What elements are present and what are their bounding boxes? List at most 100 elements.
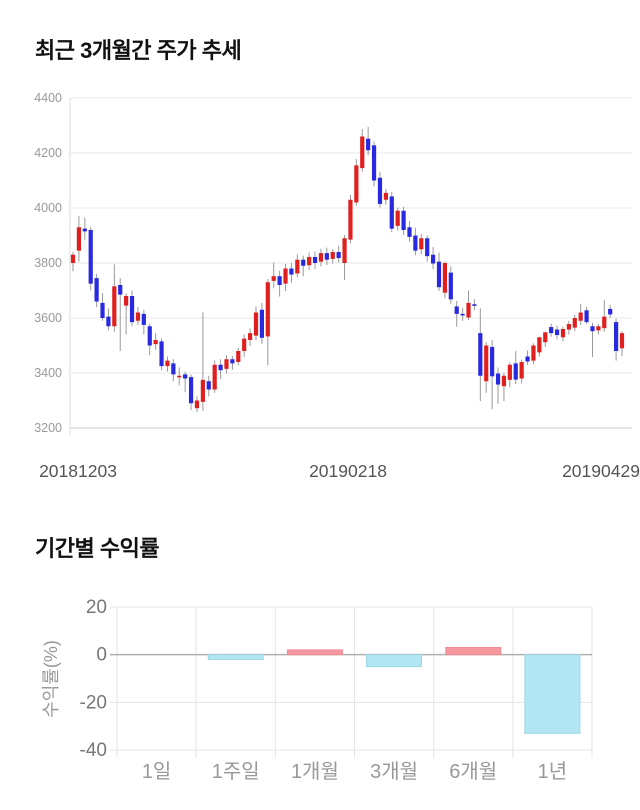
return-bar-positive	[286, 649, 343, 656]
returns-bar-chart: 20 0 -20 -40 1일 1주일 1개월 3개월 6개월 1년 수익률(%)	[41, 597, 593, 783]
candle-down	[454, 306, 459, 314]
returns-ytick-label: -40	[80, 740, 107, 761]
candle-down	[389, 196, 394, 229]
candle-down	[590, 326, 595, 332]
candle-up	[619, 333, 625, 349]
price-chart-title: 최근 3개월간 주가 추세	[35, 38, 242, 63]
candle-down	[277, 276, 282, 285]
returns-ytick-label: 0	[96, 645, 107, 666]
candle-up	[442, 263, 448, 293]
candle-down	[436, 261, 442, 288]
candle-down	[289, 268, 294, 275]
candle-up	[242, 338, 247, 351]
candle-down	[312, 256, 318, 263]
candle-up	[543, 332, 548, 343]
candle-up	[360, 136, 365, 169]
candle-down	[324, 253, 329, 260]
candle-up	[283, 268, 288, 284]
candle-up	[330, 252, 335, 259]
candle-up	[318, 253, 324, 262]
returns-chart-title: 기간별 수익률	[35, 536, 160, 561]
candle-up	[165, 360, 170, 367]
price-ytick-label: 4200	[34, 146, 62, 160]
candle-up	[265, 282, 270, 337]
candle-up	[383, 192, 388, 200]
candle-up	[124, 296, 129, 306]
candle-down	[584, 310, 589, 323]
candle-down	[100, 302, 105, 318]
candle-down	[94, 278, 99, 302]
candle-up	[70, 254, 76, 263]
candle-down	[183, 374, 188, 379]
candle-up	[135, 312, 141, 321]
candle-up	[572, 318, 577, 328]
candle-down	[336, 252, 341, 259]
candle-up	[200, 379, 205, 402]
price-ytick-label: 3600	[34, 311, 62, 325]
candle-down	[259, 309, 265, 338]
returns-category-label: 3개월	[370, 760, 418, 783]
candle-up	[76, 227, 82, 251]
candle-down	[171, 363, 176, 375]
returns-category-label: 1개월	[291, 760, 339, 783]
candle-down	[425, 238, 430, 257]
candle-down	[525, 356, 530, 362]
return-bar-negative	[207, 654, 264, 660]
candle-down	[460, 313, 465, 316]
candle-down	[472, 304, 477, 306]
candle-up	[224, 359, 229, 369]
candle-down	[159, 341, 164, 367]
candle-down	[478, 333, 483, 376]
price-xtick-label: 20181203	[39, 461, 117, 481]
returns-category-label: 1년	[538, 760, 568, 783]
candle-down	[118, 285, 123, 295]
candle-down	[106, 316, 111, 327]
candle-down	[147, 326, 152, 346]
candle-down	[82, 228, 87, 232]
price-candlestick-chart: 4400 4200 4000 3800 3600 3400 3200 20181203 2019…	[34, 91, 640, 481]
candle-up	[466, 302, 471, 318]
candle-up	[501, 375, 507, 387]
returns-ytick-label: 20	[86, 597, 107, 618]
candle-up	[112, 286, 117, 327]
candle-up	[354, 165, 359, 203]
candle-up	[596, 326, 601, 331]
price-ytick-label: 4000	[34, 201, 62, 215]
candle-down	[608, 308, 613, 315]
return-bar-positive	[445, 647, 502, 656]
candle-up	[153, 340, 158, 345]
candle-down	[495, 373, 501, 385]
candle-down	[401, 210, 406, 230]
candle-up	[578, 312, 583, 321]
candle-up	[194, 400, 200, 409]
candle-down	[613, 322, 619, 351]
candle-down	[188, 377, 194, 404]
candle-up	[507, 364, 512, 380]
candle-up	[253, 312, 259, 336]
candle-up	[566, 324, 571, 330]
price-ytick-label: 3400	[34, 366, 62, 380]
candle-down	[141, 313, 146, 325]
price-xtick-label: 20190218	[309, 461, 387, 481]
returns-category-label: 1주일	[212, 760, 260, 783]
price-ytick-label: 3800	[34, 256, 62, 270]
candle-up	[247, 333, 253, 340]
candle-down	[366, 138, 371, 151]
candle-down	[554, 329, 560, 336]
returns-category-label: 1일	[142, 760, 172, 783]
return-bar-negative	[524, 654, 581, 734]
candle-up	[537, 337, 542, 353]
candle-up	[177, 375, 182, 378]
candle-up	[519, 362, 524, 379]
candle-up	[212, 364, 217, 390]
returns-category-label: 6개월	[449, 760, 497, 783]
candle-up	[271, 276, 276, 281]
candle-up	[307, 256, 312, 266]
candle-up	[602, 316, 607, 329]
return-bar-negative	[366, 654, 423, 668]
candle-down	[218, 364, 223, 371]
candle-down	[88, 230, 93, 284]
candle-up	[236, 351, 241, 362]
candle-up	[295, 259, 300, 274]
candle-up	[395, 210, 400, 226]
